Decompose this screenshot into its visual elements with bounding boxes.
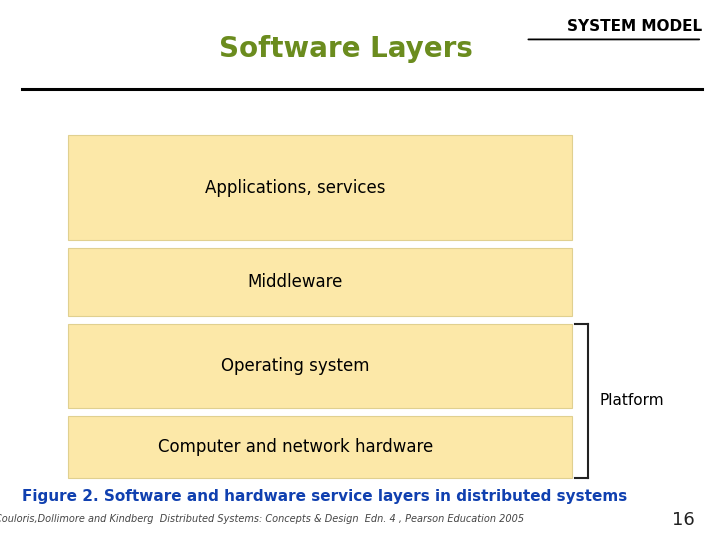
Text: Computer and network hardware: Computer and network hardware [158,438,433,456]
Text: Applications, services: Applications, services [205,179,385,197]
Bar [68,416,572,478]
Text: Platform: Platform [599,394,664,408]
Text: 16: 16 [672,511,695,529]
Bar [68,324,572,408]
Text: Software Layers: Software Layers [219,35,472,63]
Bar [68,248,572,316]
Text: Couloris,Dollimore and Kindberg  Distributed Systems: Concepts & Design  Edn. 4 : Couloris,Dollimore and Kindberg Distribu… [0,514,523,524]
Text: Figure 2. Software and hardware service layers in distributed systems: Figure 2. Software and hardware service … [22,489,627,504]
Bar [68,135,572,240]
Text: SYSTEM MODEL: SYSTEM MODEL [567,19,702,34]
Text: Operating system: Operating system [221,357,369,375]
Text: Middleware: Middleware [248,273,343,291]
